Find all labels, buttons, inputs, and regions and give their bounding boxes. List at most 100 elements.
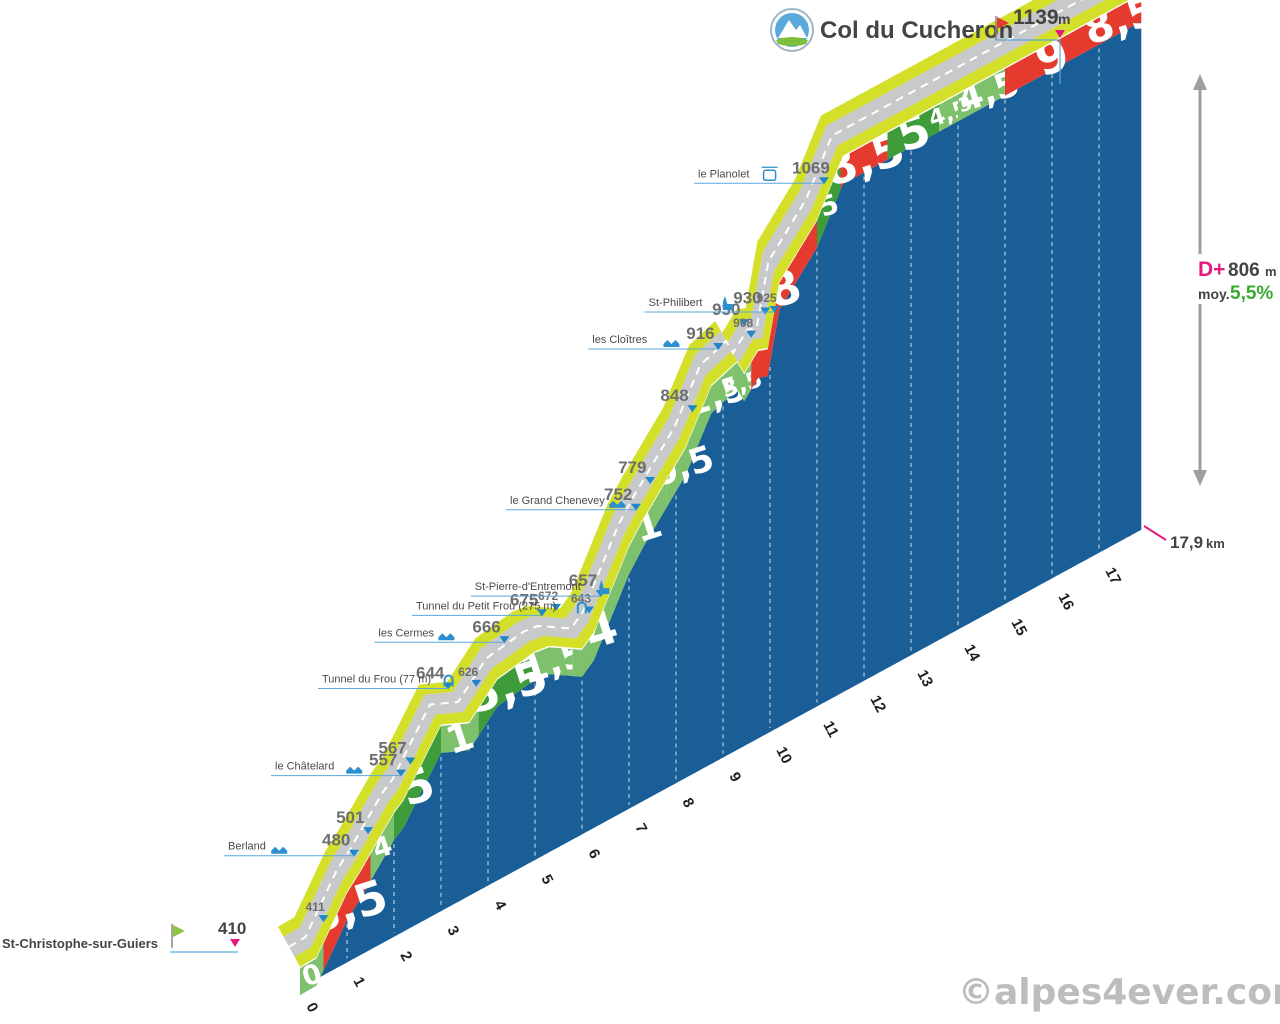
total-distance: 17,9 km [1143, 525, 1225, 552]
grade-segment [887, 104, 940, 160]
grade-segment [394, 726, 441, 840]
grade-segment [939, 94, 958, 132]
km-tick-label: 13 [913, 667, 936, 690]
altitude-label: 643 [571, 591, 591, 605]
km-tick-label: 17 [1101, 565, 1124, 588]
altitude-marker-icon [349, 849, 359, 857]
altitude-marker-icon [760, 307, 771, 315]
summit-altitude-unit: m [1058, 11, 1070, 27]
altitude-marker-icon [645, 477, 656, 485]
altitude-marker-icon [739, 319, 750, 327]
altitude-label: 480 [322, 831, 350, 850]
road-ribbon [278, 0, 1129, 967]
altitude-marker-icon [318, 915, 329, 923]
summit-marker-icon [1055, 30, 1065, 38]
distance-value: 17,9 [1170, 533, 1203, 552]
start-marker-icon [230, 939, 240, 947]
altitude-label: 916 [686, 324, 714, 343]
grade-segment [323, 854, 371, 971]
cablecar-icon [761, 166, 778, 182]
altitude-marker-icon [363, 827, 374, 835]
km-tick-label: 8 [678, 795, 697, 810]
grade-segment [699, 366, 733, 442]
km-tick-label: 16 [1054, 590, 1077, 613]
summit-altitude: 1139 [1013, 6, 1059, 29]
grade-label: 3 [956, 92, 975, 117]
altitude-label: 925 [757, 291, 777, 305]
altitude-label: 644 [416, 664, 445, 683]
altitude-label: 557 [369, 751, 397, 770]
place-name: les Cloîtres [592, 334, 648, 346]
dplus-label: D+ [1198, 258, 1225, 281]
grade-segment [300, 943, 324, 996]
distance-unit: km [1206, 536, 1225, 551]
start-header: St-Christophe-sur-Guiers 410 [2, 919, 246, 953]
altitude-label: 626 [458, 665, 478, 679]
km-tick-label: 6 [584, 846, 603, 861]
altitude-marker-icon [499, 636, 510, 644]
church-icon [599, 580, 610, 595]
houses-icon [609, 500, 626, 508]
km-tick-label: 9 [725, 769, 744, 784]
km-tick-label: 12 [866, 693, 889, 716]
grade-segment [817, 162, 841, 248]
altitude-marker-icon [746, 330, 757, 338]
km-tick-label: 7 [631, 821, 650, 836]
place-name: Berland [228, 841, 266, 853]
altitude-label: 779 [618, 458, 646, 477]
altitude-marker-icon [687, 405, 698, 413]
altitude-marker-icon [405, 757, 416, 765]
km-tick-label: 4 [490, 897, 509, 913]
start-altitude: 410 [218, 919, 246, 938]
grade-segment [478, 652, 535, 736]
altitude-label: 908 [733, 316, 753, 330]
summit-name: Col du Cucheron [820, 17, 1013, 44]
watermark: ©alpes4ever.com [958, 972, 1280, 1013]
km-tick-label: 14 [960, 641, 983, 664]
grade-segment [441, 708, 479, 753]
houses-icon [346, 766, 363, 774]
km-tick-label: 10 [772, 744, 795, 767]
place-name: le Châtelard [275, 761, 334, 773]
place-name: St-Pierre-d'Entremont [475, 581, 581, 593]
grade-segment [535, 647, 573, 680]
place-labels: Berland le Châtelard Tunnel du Frou (77 m)… [224, 166, 824, 857]
tunnel-icon [443, 674, 454, 687]
houses-icon [663, 340, 680, 348]
altitude-label: 1069 [792, 158, 830, 177]
grade-segment [370, 813, 394, 881]
altitude-marker-icon [819, 177, 829, 185]
profile-face [300, 21, 1142, 996]
avg-label: moy. [1198, 286, 1230, 302]
summit-logo-icon [770, 8, 814, 52]
km-tick-label: 5 [537, 872, 556, 887]
altitude-marker-icon [396, 769, 406, 777]
houses-icon [438, 633, 455, 641]
dplus-value: 806 [1228, 260, 1260, 281]
start-flag-icon [171, 924, 185, 948]
grade-segment [1099, 0, 1142, 45]
grade-segment [958, 86, 973, 122]
climb-stats: D+ 806 m moy. 5,5% [1196, 254, 1278, 304]
km-tick-label: 15 [1007, 616, 1030, 639]
altitude-marker-icon [631, 503, 641, 511]
km-tick-label: 3 [443, 923, 462, 938]
place-name: Tunnel du Petit Frou (275 m) [416, 600, 556, 612]
summit-leader-line [996, 39, 1061, 84]
avg-value: 5,5% [1230, 283, 1273, 304]
place-name: le Planolet [698, 168, 749, 180]
grade-segment [1005, 17, 1099, 96]
road-centre-line [288, 0, 1084, 948]
place-name: les Cermes [378, 627, 434, 639]
altitude-marker-icon [713, 343, 724, 351]
start-name: St-Christophe-sur-Guiers [2, 936, 158, 951]
altitude-label: 752 [604, 485, 632, 504]
grade-segment [840, 132, 888, 190]
altitude-marker-icon [471, 679, 482, 687]
altitude-marker-icon [551, 603, 562, 611]
church-icon [722, 295, 733, 310]
grade-segment [572, 547, 629, 677]
